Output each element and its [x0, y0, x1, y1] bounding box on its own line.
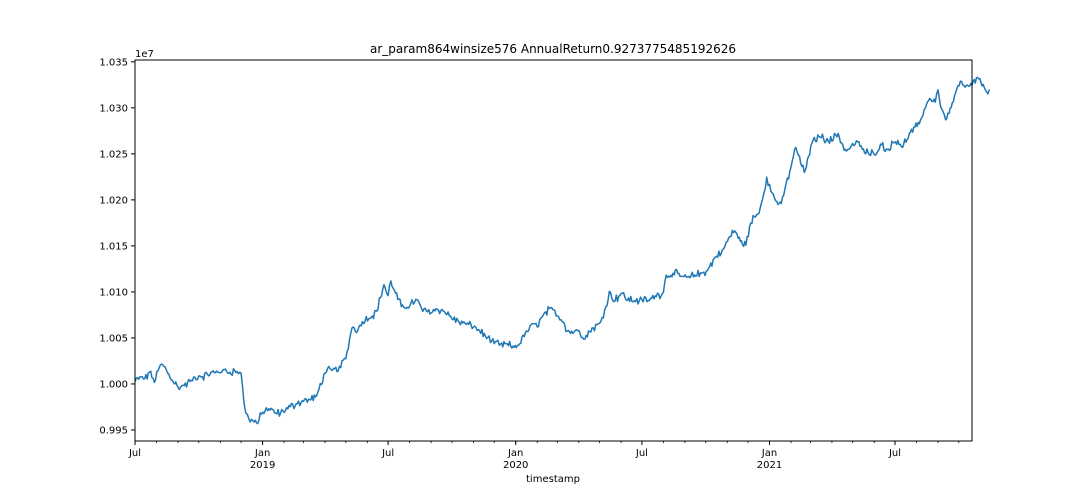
y-tick-label: 1.010 [99, 287, 128, 298]
x-tick-label: Jul [635, 448, 648, 459]
y-tick-label: 1.000 [99, 379, 128, 390]
y-axis-ticks: 0.995 1.000 1.005 1.010 1.015 1.020 1.025 1.030… [99, 57, 135, 436]
x-tick-label: Jul [128, 448, 141, 459]
y-tick-label: 1.030 [99, 103, 128, 114]
x-tick-label: Jan [761, 448, 777, 459]
y-tick-label: 1.020 [99, 195, 128, 206]
y-tick-label: 1.025 [99, 149, 128, 160]
x-tick-year-label: 2021 [757, 460, 782, 471]
x-tick-label: Jul [381, 448, 394, 459]
y-tick-label: 1.035 [99, 57, 128, 68]
x-tick-year-label: 2020 [503, 460, 528, 471]
x-axis-title: timestamp [526, 474, 580, 485]
chart-title: ar_param864winsize576 AnnualReturn0.9273… [370, 42, 736, 56]
y-tick-label: 1.015 [99, 241, 128, 252]
y-tick-label: 1.005 [99, 333, 128, 344]
x-tick-label: Jan [254, 448, 270, 459]
y-offset-label: 1e7 [135, 49, 154, 60]
series-line [134, 76, 991, 425]
series-layer [134, 76, 991, 425]
x-tick-label: Jul [888, 448, 901, 459]
x-tick-label: Jan [507, 448, 523, 459]
x-tick-year-label: 2019 [250, 460, 275, 471]
plot-frame [134, 59, 973, 442]
y-tick-label: 0.995 [99, 425, 128, 436]
